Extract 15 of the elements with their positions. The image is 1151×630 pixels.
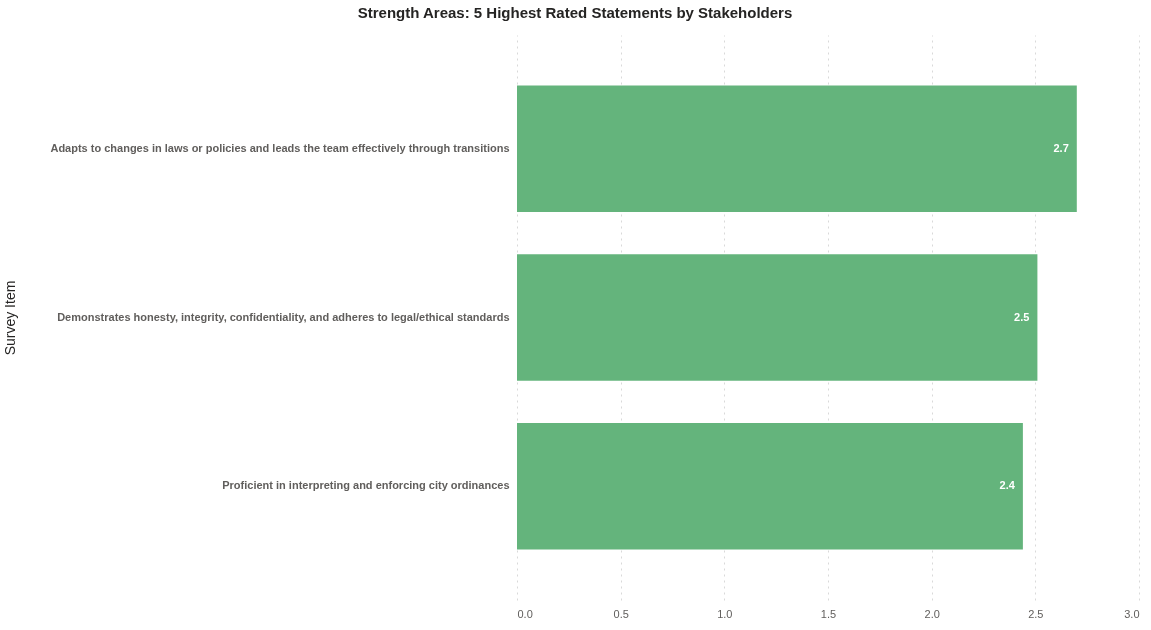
y-tick-label: Adapts to changes in laws or policies and leads the team effectively through transitions	[50, 141, 510, 154]
x-tick-label: 0.0	[517, 607, 533, 620]
y-axis-title: Survey Item	[1, 280, 18, 356]
x-tick-label: 3.0	[1124, 607, 1140, 620]
x-tick-label: 2.5	[1028, 607, 1044, 620]
x-tick-label: 1.0	[717, 607, 733, 620]
data-label: 2.4	[999, 479, 1016, 492]
x-tick-label: 0.5	[613, 607, 629, 620]
data-label: 2.5	[1014, 310, 1030, 323]
data-label: 2.7	[1053, 141, 1069, 154]
y-tick-label: Proficient in interpreting and enforcing city ordinances	[222, 479, 510, 492]
y-tick-label: Demonstrates honesty, integrity, confidentiality, and adheres to legal/ethical standards	[57, 310, 510, 323]
chart-title: Strength Areas: 5 Highest Rated Statements by Stakeholders	[357, 4, 793, 21]
x-tick-label: 2.0	[924, 607, 940, 620]
x-tick-label: 1.5	[820, 607, 837, 620]
